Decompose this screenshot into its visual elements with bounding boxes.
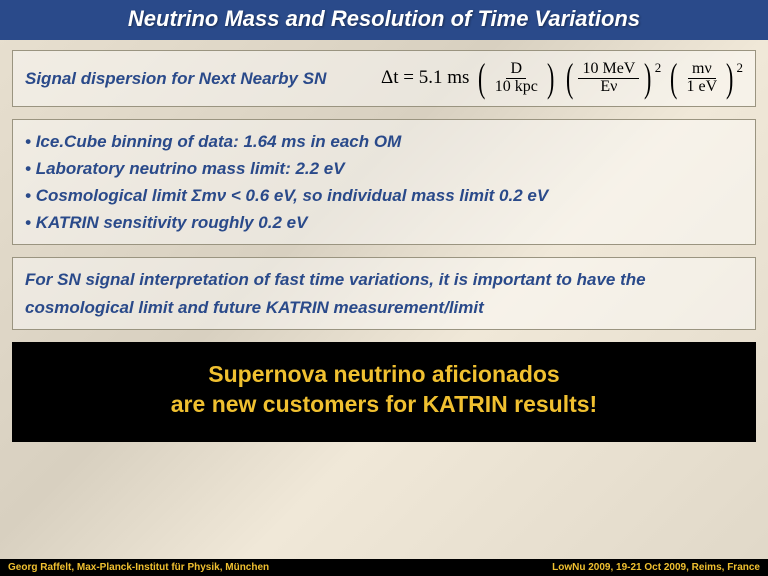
- page-title: Neutrino Mass and Resolution of Time Var…: [0, 0, 768, 40]
- interpretation-box: For SN signal interpretation of fast tim…: [12, 257, 756, 329]
- content-area: Signal dispersion for Next Nearby SN Δt …: [0, 40, 768, 330]
- footer-bar: Georg Raffelt, Max-Planck-Institut für P…: [0, 559, 768, 576]
- dispersion-formula: Δt = 5.1 ms ( D 10 kpc ) ( 10 MeV Eν ) 2: [344, 61, 743, 96]
- bullets-box: Ice.Cube binning of data: 1.64 ms in eac…: [12, 119, 756, 246]
- callout-line-1: Supernova neutrino aficionados: [22, 360, 746, 390]
- frac-distance: ( D 10 kpc ): [475, 61, 557, 96]
- footer-event: LowNu 2009, 19-21 Oct 2009, Reims, Franc…: [552, 562, 760, 573]
- bullet-item: Cosmological limit Σmν < 0.6 eV, so indi…: [25, 182, 743, 209]
- bullet-item: Laboratory neutrino mass limit: 2.2 eV: [25, 155, 743, 182]
- dispersion-label: Signal dispersion for Next Nearby SN: [25, 65, 326, 92]
- callout-banner: Supernova neutrino aficionados are new c…: [12, 342, 756, 442]
- frac-mass: ( mν 1 eV ) 2: [667, 61, 743, 96]
- bullet-item: Ice.Cube binning of data: 1.64 ms in eac…: [25, 128, 743, 155]
- frac-energy: ( 10 MeV Eν ) 2: [563, 61, 661, 96]
- delta-t: Δt = 5.1 ms: [381, 63, 469, 93]
- dispersion-box: Signal dispersion for Next Nearby SN Δt …: [12, 50, 756, 107]
- bullet-item: KATRIN sensitivity roughly 0.2 eV: [25, 209, 743, 236]
- footer-author: Georg Raffelt, Max-Planck-Institut für P…: [8, 562, 269, 573]
- callout-line-2: are new customers for KATRIN results!: [22, 390, 746, 420]
